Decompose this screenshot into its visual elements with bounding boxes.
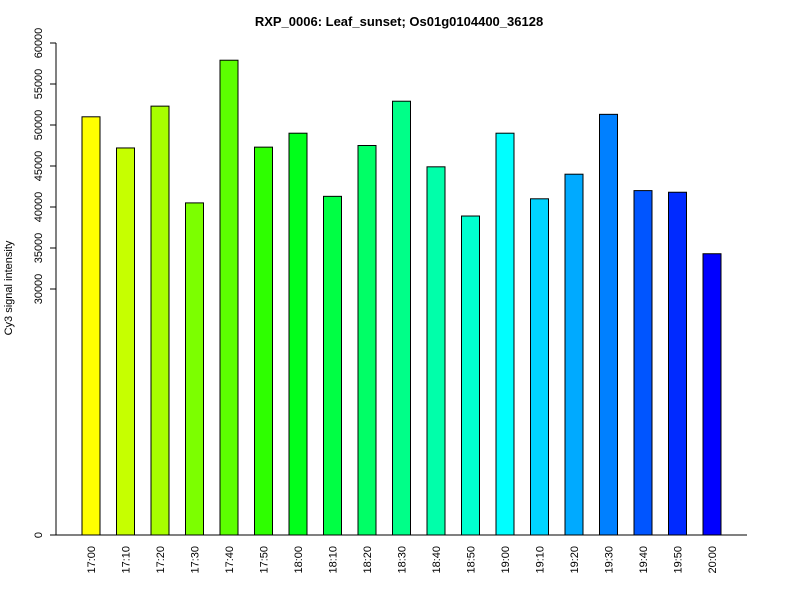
bar-1810 [323, 195, 342, 536]
bar-1830 [392, 100, 411, 536]
x-tick-label: 19:40 [638, 546, 650, 574]
bar-1720 [150, 105, 170, 536]
bar-1940 [633, 190, 653, 536]
bar-series [81, 59, 722, 536]
y-tick-label: 45000 [33, 151, 45, 182]
x-tick-label: 19:30 [604, 546, 616, 574]
x-tick-label: 18:20 [362, 546, 374, 574]
y-tick-label: 30000 [33, 274, 45, 305]
x-tick-label: 19:10 [535, 546, 547, 574]
chart-title: RXP_0006: Leaf_sunset; Os01g0104400_3612… [255, 14, 543, 29]
x-tick-label: 17:20 [155, 546, 167, 574]
x-tick-label: 18:30 [397, 546, 409, 574]
bar-1850 [461, 215, 480, 536]
bar-1740 [219, 59, 239, 536]
x-tick-label: 18:10 [328, 546, 340, 574]
x-tick-label: 19:20 [569, 546, 581, 574]
bar-1900 [495, 132, 515, 536]
y-tick-label: 35000 [33, 233, 45, 264]
x-tick-label: 18:00 [293, 546, 305, 574]
bar-1730 [185, 202, 204, 536]
y-axis-ticks: 0 30000 35000 40000 45000 50000 55000 60000 [33, 28, 56, 538]
bar-1930 [599, 113, 618, 536]
bar-1950 [668, 191, 687, 536]
bar-1840 [426, 166, 446, 536]
x-tick-label: 17:40 [224, 546, 236, 574]
y-tick-label: 60000 [33, 28, 45, 59]
x-axis-tick-labels: 17:00 17:10 17:20 17:30 17:40 17:50 18:00 18:10… [86, 546, 719, 574]
y-tick-label: 50000 [33, 110, 45, 141]
x-tick-label: 18:40 [431, 546, 443, 574]
x-tick-label: 18:50 [466, 546, 478, 574]
bar-2000 [702, 253, 722, 536]
bar-1920 [564, 173, 584, 536]
x-tick-label: 17:50 [259, 546, 271, 574]
x-tick-label: 19:00 [500, 546, 512, 574]
x-tick-label: 17:30 [190, 546, 202, 574]
bar-1910 [530, 198, 549, 536]
x-tick-label: 19:50 [673, 546, 685, 574]
bar-1750 [254, 146, 273, 536]
x-tick-label: 17:10 [121, 546, 133, 574]
y-axis-label: Cy3 signal intensity [3, 240, 15, 335]
y-tick-label: 0 [33, 532, 45, 538]
x-tick-label: 17:00 [86, 546, 98, 574]
bar-1710 [116, 147, 135, 536]
x-tick-label: 20:00 [707, 546, 719, 574]
y-tick-label: 55000 [33, 69, 45, 100]
y-tick-label: 40000 [33, 192, 45, 223]
bar-1700 [81, 116, 101, 536]
bar-1820 [357, 145, 377, 536]
bar-1800 [288, 132, 308, 536]
